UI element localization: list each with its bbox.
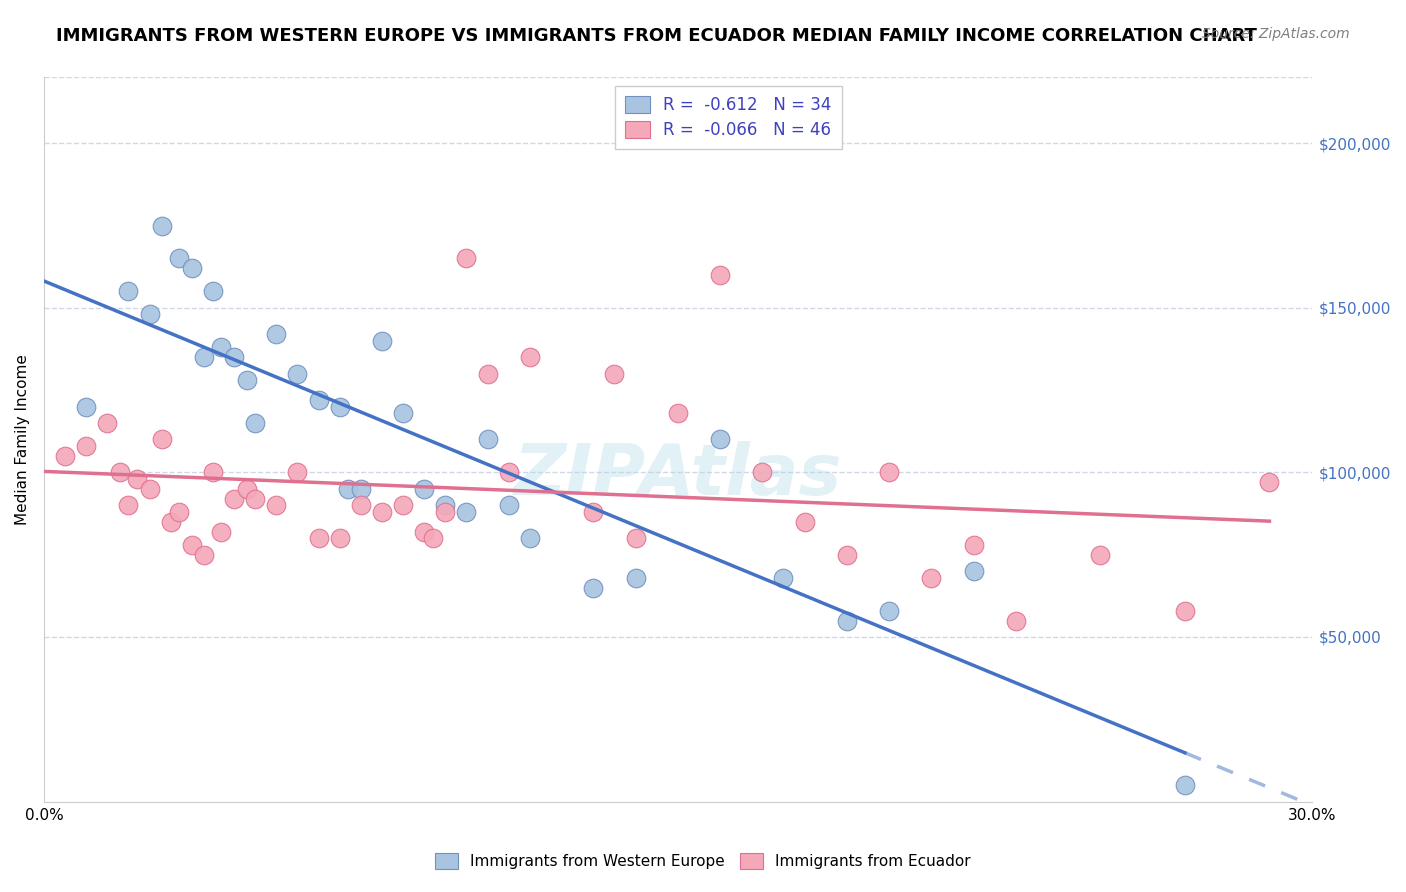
Point: [1174, 604, 1197, 618]
Point: [582, 581, 605, 595]
Point: [624, 571, 647, 585]
Point: [392, 406, 415, 420]
Point: [456, 505, 478, 519]
Point: [413, 482, 436, 496]
Point: [392, 498, 415, 512]
Point: [337, 482, 360, 496]
Point: [877, 604, 900, 618]
Point: [877, 466, 900, 480]
Point: [624, 531, 647, 545]
Point: [266, 498, 288, 512]
Point: [835, 548, 858, 562]
Point: [1005, 614, 1028, 628]
Point: [150, 433, 173, 447]
Point: [159, 515, 181, 529]
Point: [434, 498, 457, 512]
Point: [167, 252, 190, 266]
Point: [519, 531, 541, 545]
Point: [125, 472, 148, 486]
Point: [709, 433, 731, 447]
Point: [498, 466, 520, 480]
Point: [266, 327, 288, 342]
Point: [167, 505, 190, 519]
Point: [371, 334, 394, 348]
Point: [582, 505, 605, 519]
Point: [193, 350, 215, 364]
Point: [117, 498, 139, 512]
Point: [603, 367, 626, 381]
Point: [222, 491, 245, 506]
Point: [371, 505, 394, 519]
Point: [209, 340, 232, 354]
Point: [477, 367, 499, 381]
Legend: R =  -0.612   N = 34, R =  -0.066   N = 46: R = -0.612 N = 34, R = -0.066 N = 46: [616, 86, 842, 149]
Text: ZIPAtlas: ZIPAtlas: [513, 442, 842, 510]
Point: [138, 482, 160, 496]
Point: [287, 367, 309, 381]
Point: [962, 564, 984, 578]
Point: [193, 548, 215, 562]
Point: [138, 307, 160, 321]
Point: [920, 571, 942, 585]
Point: [117, 285, 139, 299]
Point: [1174, 778, 1197, 792]
Point: [108, 466, 131, 480]
Point: [235, 482, 257, 496]
Point: [350, 498, 373, 512]
Point: [1090, 548, 1112, 562]
Text: IMMIGRANTS FROM WESTERN EUROPE VS IMMIGRANTS FROM ECUADOR MEDIAN FAMILY INCOME C: IMMIGRANTS FROM WESTERN EUROPE VS IMMIGR…: [56, 27, 1257, 45]
Point: [180, 261, 202, 276]
Point: [1258, 475, 1281, 490]
Point: [519, 350, 541, 364]
Point: [201, 285, 224, 299]
Point: [287, 466, 309, 480]
Point: [201, 466, 224, 480]
Point: [209, 524, 232, 539]
Point: [329, 400, 352, 414]
Point: [793, 515, 815, 529]
Point: [150, 219, 173, 233]
Point: [835, 614, 858, 628]
Point: [772, 571, 794, 585]
Point: [413, 524, 436, 539]
Point: [222, 350, 245, 364]
Y-axis label: Median Family Income: Median Family Income: [15, 354, 30, 524]
Point: [308, 392, 330, 407]
Point: [709, 268, 731, 282]
Text: Source: ZipAtlas.com: Source: ZipAtlas.com: [1202, 27, 1350, 41]
Point: [751, 466, 773, 480]
Point: [180, 538, 202, 552]
Point: [243, 416, 266, 430]
Point: [243, 491, 266, 506]
Point: [53, 449, 76, 463]
Point: [456, 252, 478, 266]
Point: [75, 400, 97, 414]
Point: [329, 531, 352, 545]
Point: [350, 482, 373, 496]
Point: [308, 531, 330, 545]
Legend: Immigrants from Western Europe, Immigrants from Ecuador: Immigrants from Western Europe, Immigran…: [429, 847, 977, 875]
Point: [962, 538, 984, 552]
Point: [235, 373, 257, 387]
Point: [422, 531, 444, 545]
Point: [666, 406, 689, 420]
Point: [434, 505, 457, 519]
Point: [96, 416, 118, 430]
Point: [498, 498, 520, 512]
Point: [75, 439, 97, 453]
Point: [477, 433, 499, 447]
